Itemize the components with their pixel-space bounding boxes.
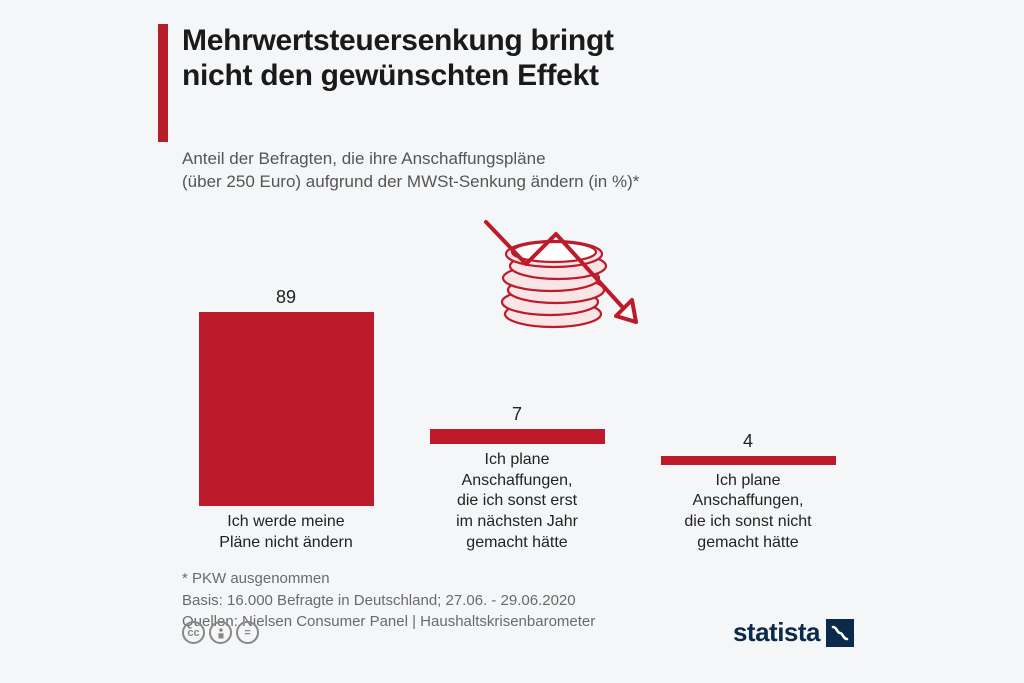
footer: cc = statista xyxy=(182,617,854,648)
bars-container: 89 Ich werde meine Pläne nicht ändern 7 … xyxy=(158,214,866,554)
subtitle-line-1: Anteil der Befragten, die ihre Anschaffu… xyxy=(182,149,546,168)
statista-logo: statista xyxy=(733,617,854,648)
bar-group-2: 7 Ich plane Anschaffungen, die ich sonst… xyxy=(417,404,617,554)
footnote-2: Basis: 16.000 Befragte in Deutschland; 2… xyxy=(182,590,866,612)
title-line-2: nicht den gewünschten Effekt xyxy=(182,59,599,92)
infographic-card: Mehrwertsteuersenkung bringt nicht den g… xyxy=(158,24,866,660)
bar-value: 4 xyxy=(743,431,753,452)
bar-label: Ich werde meine Pläne nicht ändern xyxy=(219,512,352,554)
bar-value: 7 xyxy=(512,404,522,425)
title-block: Mehrwertsteuersenkung bringt nicht den g… xyxy=(182,24,614,142)
bar xyxy=(199,312,374,506)
bar-chart: 89 Ich werde meine Pläne nicht ändern 7 … xyxy=(158,214,866,554)
bar-group-1: 89 Ich werde meine Pläne nicht ändern xyxy=(186,287,386,554)
bar-label: Ich plane Anschaffungen, die ich sonst n… xyxy=(684,471,811,554)
subtitle: Anteil der Befragten, die ihre Anschaffu… xyxy=(182,148,866,194)
accent-bar xyxy=(158,24,168,142)
header: Mehrwertsteuersenkung bringt nicht den g… xyxy=(158,24,866,142)
bar xyxy=(430,429,605,444)
bar-value: 89 xyxy=(276,287,296,308)
title: Mehrwertsteuersenkung bringt nicht den g… xyxy=(182,24,614,93)
brand-text: statista xyxy=(733,617,820,648)
bar xyxy=(661,456,836,465)
title-line-1: Mehrwertsteuersenkung bringt xyxy=(182,24,614,57)
license-icons: cc = xyxy=(182,621,259,644)
bar-label: Ich plane Anschaffungen, die ich sonst e… xyxy=(456,450,578,554)
cc-icon: cc xyxy=(182,621,205,644)
nd-icon: = xyxy=(236,621,259,644)
statista-mark-icon xyxy=(826,619,854,647)
by-icon xyxy=(209,621,232,644)
bar-group-3: 4 Ich plane Anschaffungen, die ich sonst… xyxy=(648,431,848,554)
subtitle-line-2: (über 250 Euro) aufgrund der MWSt-Senkun… xyxy=(182,172,639,191)
footnote-1: * PKW ausgenommen xyxy=(182,568,866,590)
